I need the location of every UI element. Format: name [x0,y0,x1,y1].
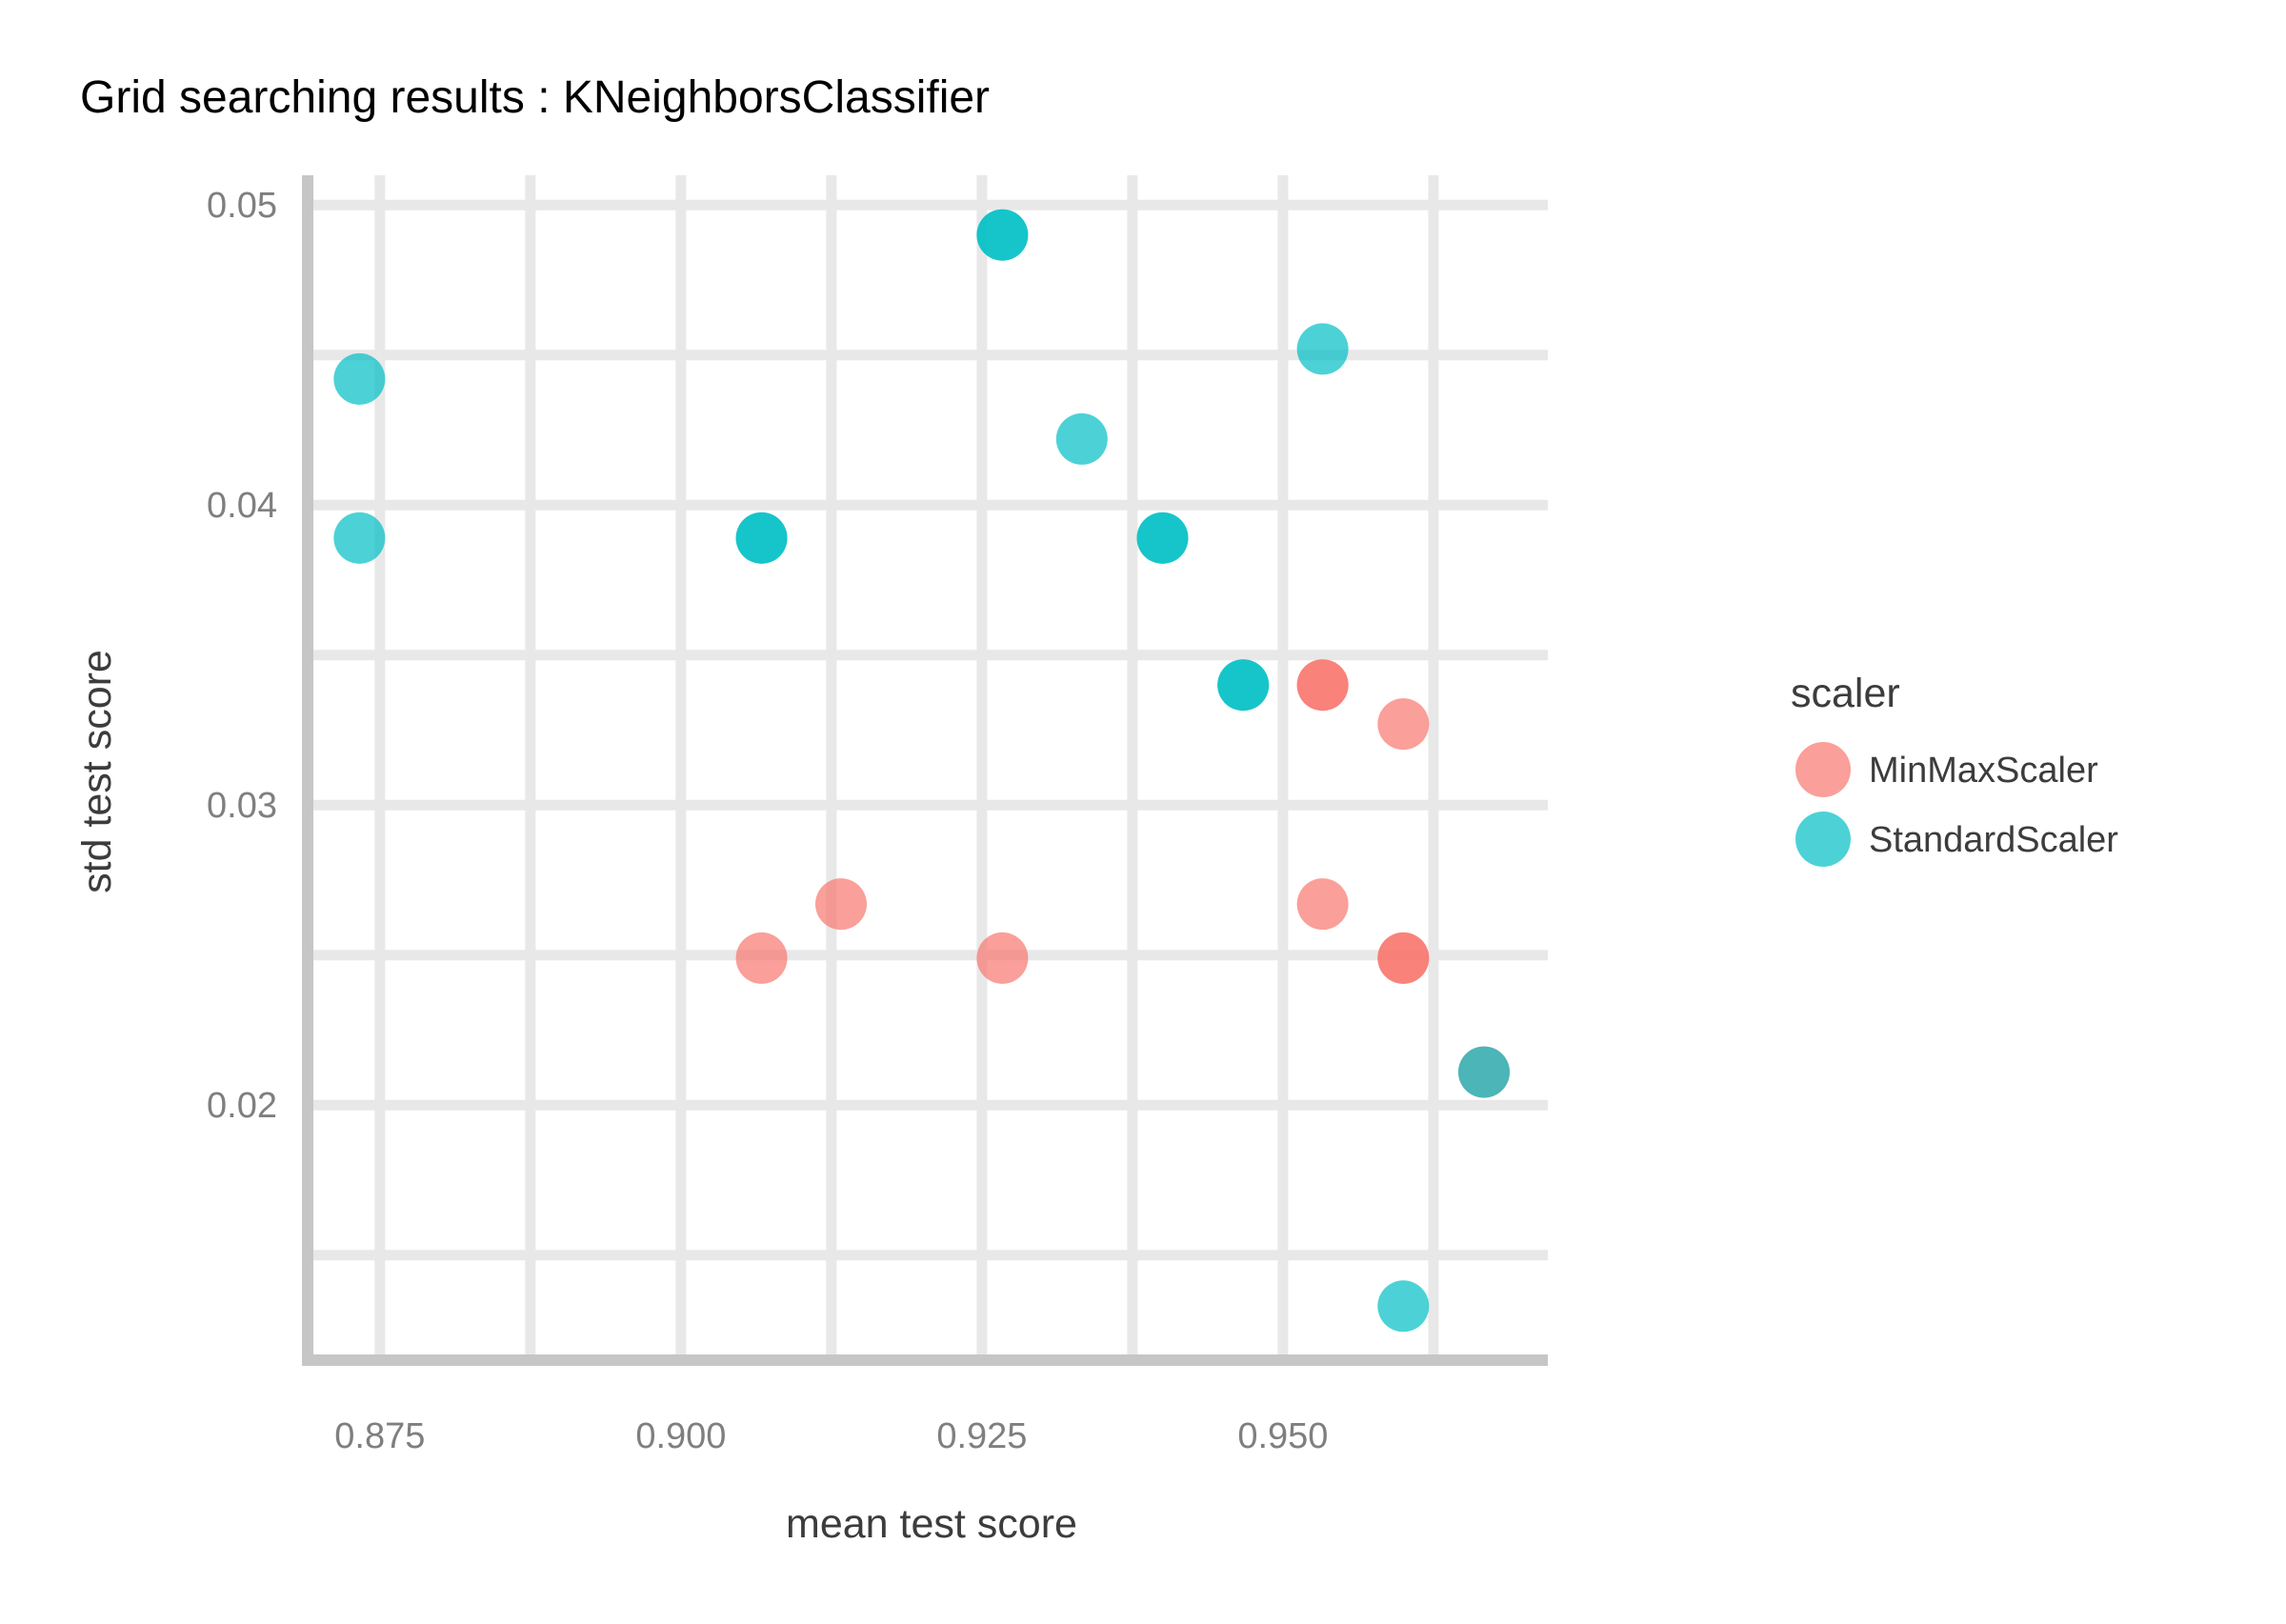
x-axis-title: mean test score [786,1501,1077,1547]
legend-key [1795,812,1851,867]
data-point [735,511,788,564]
tick-label-layer: 0.875 0.900 0.925 0.950 0.02 0.03 0.04 0.05 [207,186,1328,1456]
x-tick-label: 0.900 [635,1416,726,1456]
data-point [976,932,1029,984]
data-point [1458,1046,1511,1098]
legend-label: StandardScaler [1869,820,2118,860]
data-point [814,878,867,931]
y-tick-label: 0.03 [207,786,277,826]
data-point [1055,412,1108,465]
data-point [1136,511,1189,564]
data-point [1296,659,1349,712]
x-tick-label: 0.950 [1237,1416,1328,1456]
data-point [1377,698,1430,751]
data-point [1217,659,1270,712]
data-point [1377,1280,1430,1333]
legend-title: scaler [1791,671,1900,716]
data-point [1296,878,1349,931]
data-point [1296,323,1349,375]
data-point [1377,932,1430,984]
x-tick-label: 0.875 [334,1416,425,1456]
legend-label: MinMaxScaler [1869,751,2098,791]
chart-title: Grid searching results : KNeighborsClass… [80,72,990,123]
legend-key [1795,742,1851,797]
y-tick-label: 0.05 [207,186,277,226]
axis-layer [302,175,1548,1366]
data-point [735,932,788,984]
data-point [976,209,1029,261]
data-point [333,511,386,564]
y-axis-title: std test score [74,650,120,893]
point-layer [333,209,1511,1333]
legend-items: MinMaxScaler StandardScaler [1795,742,2118,867]
x-tick-label: 0.925 [936,1416,1027,1456]
y-tick-label: 0.04 [207,486,277,526]
data-point [333,352,386,405]
grid-layer [313,175,1548,1360]
legend: scaler MinMaxScaler StandardScaler [1791,671,2118,867]
y-tick-label: 0.02 [207,1086,277,1126]
